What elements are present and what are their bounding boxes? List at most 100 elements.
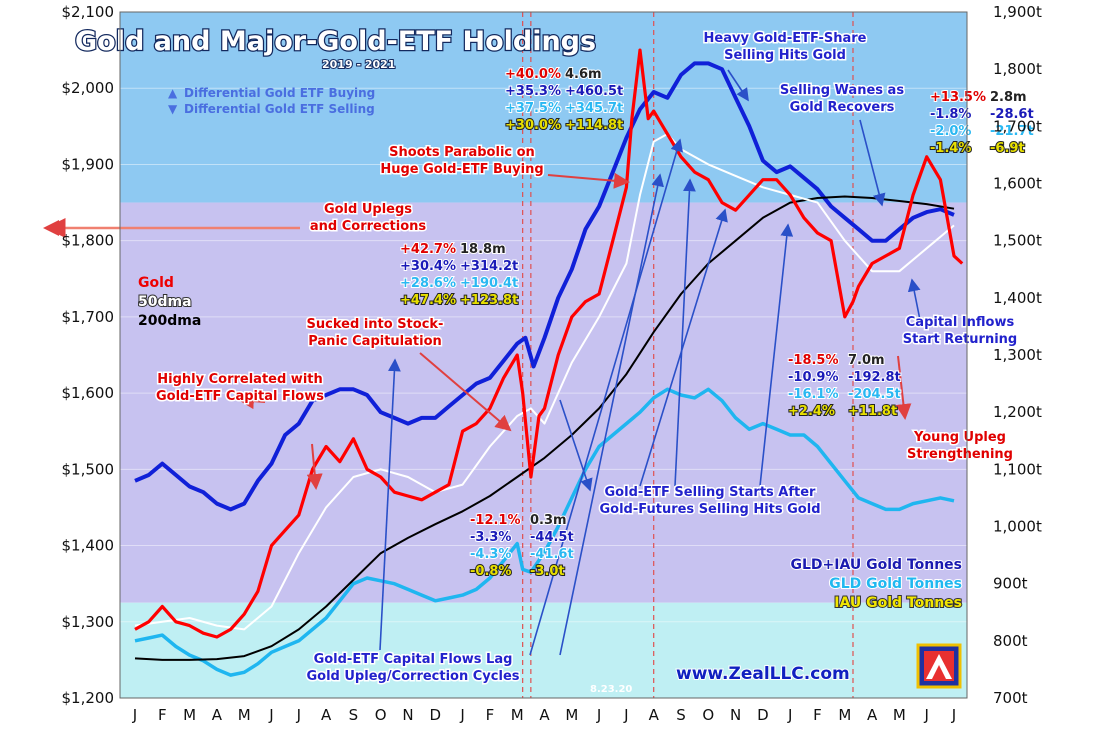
stat-s4-val-3: +11.8t — [848, 404, 897, 419]
selling-legend: Differential Gold ETF Selling — [184, 102, 375, 116]
x-tick: M — [183, 706, 196, 724]
x-tick: J — [132, 706, 137, 724]
buying-legend: Differential Gold ETF Buying — [184, 86, 375, 100]
stat-s5-pct-0: +13.5% — [930, 90, 986, 105]
x-tick: J — [923, 706, 928, 724]
annotation-arrow — [559, 173, 664, 656]
stat-s5-pct-1: -1.8% — [930, 107, 971, 122]
y-left-tick: $1,900 — [62, 155, 115, 173]
x-tick: J — [459, 706, 464, 724]
chart-subtitle: 2019 - 2021 — [322, 58, 395, 71]
y-right-tick: 1,100t — [993, 460, 1042, 478]
y-left-tick: $1,500 — [62, 460, 115, 478]
stat-s2-val-0: 18.8m — [460, 242, 506, 257]
annotation-lag-line1: Gold-ETF Capital Flows Lag — [314, 652, 513, 667]
y-left-tick: $1,300 — [62, 613, 115, 631]
x-tick: A — [539, 706, 550, 724]
annotation-arrow — [547, 172, 630, 189]
stat-s5-val-1: -28.6t — [990, 107, 1034, 122]
stat-s4-val-1: -192.8t — [848, 370, 901, 385]
y-left-tick: $2,100 — [62, 3, 115, 21]
annotation-uplegs-line1: Gold Uplegs — [324, 202, 412, 217]
stat-s1-val-3: +114.8t — [565, 118, 623, 133]
stat-s2-pct-1: +30.4% — [400, 259, 456, 274]
annotation-arrow — [759, 223, 794, 487]
annotation-selling-line1: Gold-ETF Selling Starts After — [605, 485, 817, 500]
x-tick: O — [375, 706, 387, 724]
x-tick: J — [623, 706, 628, 724]
y-left-tick: $1,700 — [62, 308, 115, 326]
series-lines — [134, 48, 964, 677]
stat-s3-pct-2: -4.3% — [470, 547, 511, 562]
y-right-tick: 900t — [993, 575, 1028, 593]
stat-s1-pct-2: +37.5% — [505, 101, 561, 116]
stat-s3-val-3: -3.0t — [530, 564, 565, 579]
y-right-tick: 1,600t — [993, 175, 1042, 193]
annotation-highly-line1: Highly Correlated with — [157, 372, 323, 387]
stat-s1-val-0: 4.6m — [565, 67, 602, 82]
date-label: 8.23.20 — [590, 684, 632, 695]
stat-s2-val-1: +314.2t — [460, 259, 518, 274]
x-tick: D — [757, 706, 769, 724]
annotation-wanes-line2: Gold Recovers — [790, 100, 895, 115]
x-tick: D — [430, 706, 442, 724]
y-left-tick: $1,400 — [62, 537, 115, 555]
series-line-gld-gold-tonnes — [134, 387, 955, 677]
annotation-capital-line2: Start Returning — [903, 332, 1017, 347]
legend-gold: Gold — [138, 275, 174, 291]
stat-s5-val-3: -6.9t — [990, 141, 1025, 156]
y-left-tick: $1,200 — [62, 689, 115, 707]
y-right-tick: 1,800t — [993, 60, 1042, 78]
x-tick: M — [565, 706, 578, 724]
stat-s5-val-2: -21.7t — [990, 124, 1034, 139]
x-tick: J — [951, 706, 956, 724]
annotation-arrow — [238, 393, 266, 410]
annotation-arrows — [43, 69, 921, 656]
annotation-selling-starts: Gold-ETF Selling Starts After Gold-Futur… — [598, 484, 822, 519]
series-line-50dma — [134, 133, 955, 631]
stat-s3-val-1: -44.5t — [530, 530, 574, 545]
annotation-arrow — [859, 119, 886, 207]
annotation-arrow — [727, 69, 749, 102]
stat-s5-pct-3: -1.4% — [930, 141, 971, 156]
x-tick: S — [676, 706, 686, 724]
x-tick: J — [596, 706, 601, 724]
legend-iau: IAU Gold Tonnes — [834, 595, 962, 611]
website-url: www.ZealLLC.com — [676, 664, 850, 684]
annotation-young-line1: Young Upleg — [913, 430, 1006, 445]
y-right-tick: 1,900t — [993, 3, 1042, 21]
stat-s3-val-2: -41.6t — [530, 547, 574, 562]
x-tick: A — [649, 706, 660, 724]
y-right-tick: 1,300t — [993, 346, 1042, 364]
y-right-tick: 1,000t — [993, 518, 1042, 536]
x-tick: N — [402, 706, 413, 724]
x-tick: J — [296, 706, 301, 724]
annotation-highly-line2: Gold-ETF Capital Flows — [156, 389, 324, 404]
annotation-shoots-line1: Shoots Parabolic on — [389, 145, 535, 160]
annotation-uplegs: Gold Uplegs and Corrections — [308, 201, 428, 236]
axes: $1,200 $1,300 $1,400 $1,500 $1,600 $1,700 $1,8… — [62, 3, 1042, 724]
annotation-arrow — [306, 443, 323, 490]
stat-s4-val-0: 7.0m — [848, 353, 885, 368]
x-tick: A — [212, 706, 223, 724]
stat-s2-val-3: +123.8t — [460, 293, 518, 308]
stat-s4-pct-2: -16.1% — [788, 387, 839, 402]
y-right-tick: 1,400t — [993, 289, 1042, 307]
y-right-tick: 1,200t — [993, 403, 1042, 421]
annotation-arrow — [559, 399, 593, 492]
legend-gld-iau: GLD+IAU Gold Tonnes — [791, 557, 963, 573]
stat-s1-val-1: +460.5t — [565, 84, 623, 99]
x-tick: M — [511, 706, 524, 724]
annotation-lag: Gold-ETF Capital Flows Lag Gold Upleg/Co… — [305, 651, 521, 686]
annotation-uplegs-line2: and Corrections — [310, 219, 427, 234]
x-tick: O — [702, 706, 714, 724]
stat-s3-pct-3: -0.8% — [470, 564, 511, 579]
stat-s3-pct-0: -12.1% — [470, 513, 521, 528]
x-tick: N — [730, 706, 741, 724]
stat-s2-pct-3: +47.4% — [400, 293, 456, 308]
stat-s1-pct-0: +40.0% — [505, 67, 561, 82]
annotation-sucked-line2: Panic Capitulation — [308, 334, 442, 349]
x-tick: A — [321, 706, 332, 724]
stat-s4-pct-1: -10.9% — [788, 370, 839, 385]
